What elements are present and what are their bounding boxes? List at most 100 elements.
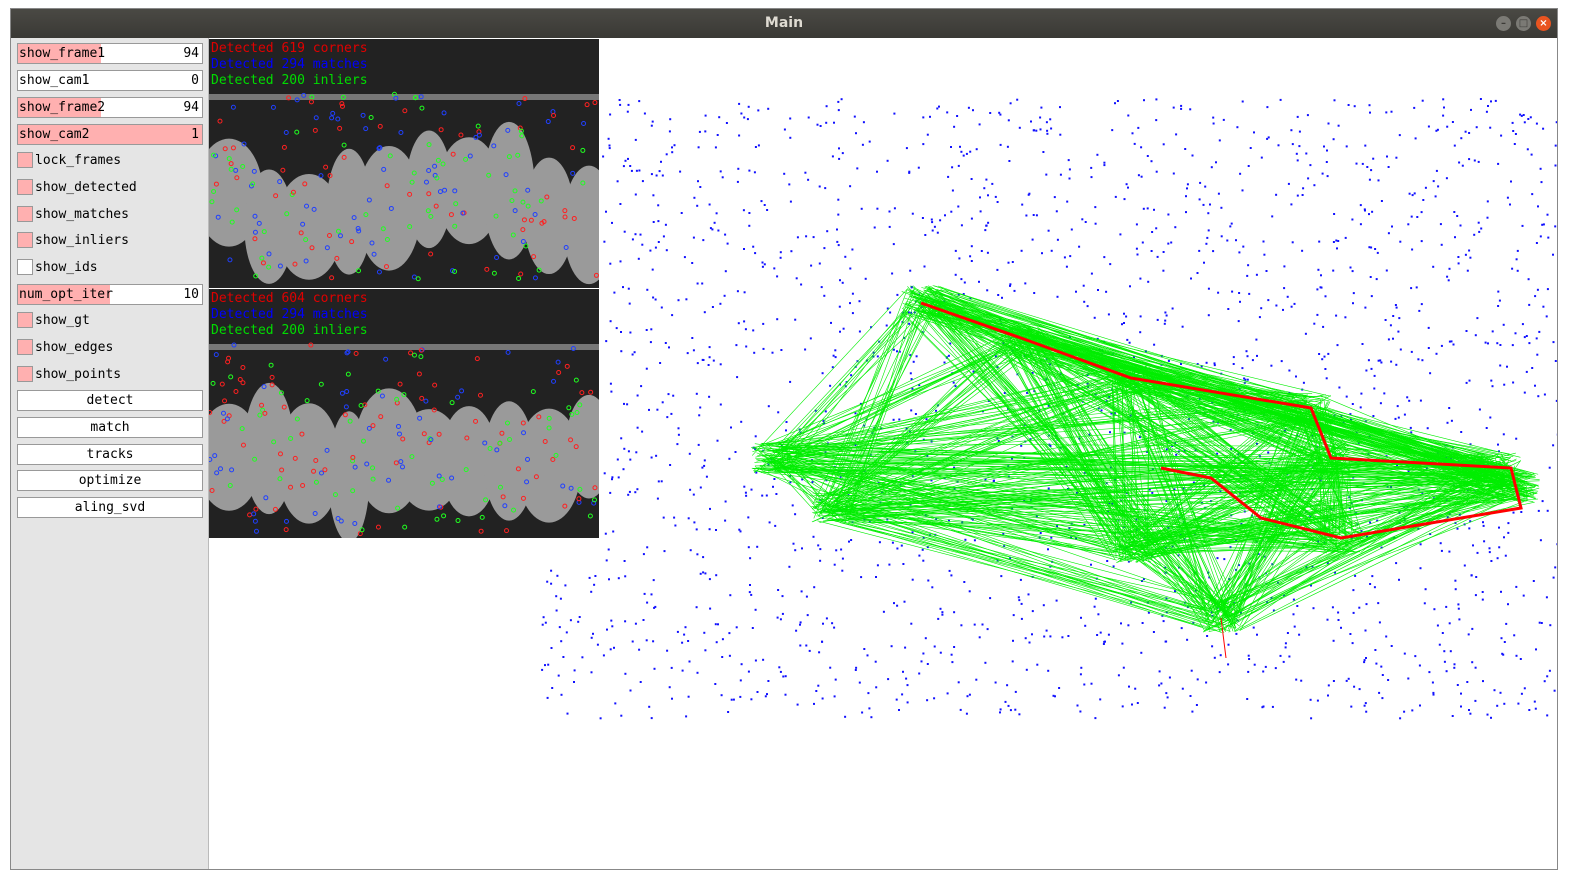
map-point [910, 622, 913, 625]
map-point [1279, 654, 1282, 657]
map-point [1212, 122, 1215, 125]
map-point [1335, 239, 1338, 242]
map-point [1123, 322, 1125, 324]
graph-edge [830, 326, 1014, 509]
map-point [1032, 214, 1035, 216]
map-point [1247, 264, 1250, 267]
match-button[interactable]: match [17, 417, 203, 438]
num-opt-iter-slider[interactable]: num_opt_iter 10 [17, 284, 203, 305]
map-point [1528, 709, 1531, 711]
map-point [1448, 340, 1451, 343]
show-matches-checkbox[interactable]: show_matches [17, 204, 203, 225]
show-points-checkbox[interactable]: show_points [17, 364, 203, 385]
map-point [697, 443, 700, 446]
optimize-button[interactable]: optimize [17, 470, 203, 491]
map-point [1548, 466, 1551, 469]
map-point [1162, 251, 1165, 253]
graph-edge [1336, 463, 1347, 548]
map-point [785, 429, 787, 432]
map-point [1323, 355, 1326, 358]
show-edges-checkbox[interactable]: show_edges [17, 337, 203, 358]
map-point [1477, 160, 1480, 163]
map-point [1046, 129, 1049, 132]
map-point [668, 130, 671, 133]
graph-edge [839, 522, 1220, 620]
map-point [1311, 565, 1314, 568]
map-point [578, 616, 581, 618]
graph-edge [1034, 347, 1113, 537]
map-point [1398, 578, 1400, 581]
map-point [1338, 386, 1341, 389]
map-point [1528, 342, 1531, 345]
graph-edge [1332, 446, 1488, 461]
map-point [1229, 225, 1232, 228]
map-point [778, 666, 781, 669]
map-point [1175, 453, 1178, 456]
map-point [1300, 679, 1303, 682]
map-point [1205, 242, 1208, 245]
map-point [879, 501, 882, 504]
show-cam2-slider[interactable]: show_cam2 1 [17, 124, 203, 145]
graph-edge [850, 506, 1135, 544]
tracks-button[interactable]: tracks [17, 444, 203, 465]
map-point [1286, 632, 1289, 634]
show-ids-checkbox[interactable]: show_ids [17, 257, 203, 278]
map-point [1301, 194, 1304, 196]
map-point [743, 320, 746, 323]
graph-edge [777, 306, 910, 446]
map-point [838, 147, 840, 150]
map-point [1449, 457, 1452, 460]
map-point [1123, 312, 1125, 315]
map-point [1514, 332, 1517, 335]
graph-edge [833, 381, 1113, 500]
map-point [1079, 710, 1082, 713]
map-point [1295, 678, 1298, 681]
map-point [1018, 713, 1021, 716]
graph-edge [818, 295, 927, 517]
map-point [921, 217, 924, 219]
graph-edge [782, 450, 1136, 534]
map-point [631, 238, 634, 241]
map-point [742, 209, 745, 212]
map-point [1131, 703, 1133, 706]
map-point [1478, 408, 1481, 411]
map-point [1361, 343, 1364, 345]
map-point [1283, 265, 1286, 268]
map-point [818, 262, 821, 265]
map-point [957, 293, 960, 296]
show-frame1-slider[interactable]: show_frame1 94 [17, 43, 203, 64]
map-point [1165, 692, 1168, 695]
3d-viewport[interactable] [11, 38, 1558, 870]
window-title: Main [764, 15, 804, 31]
map-point [1107, 510, 1109, 513]
map-point [627, 103, 630, 106]
detect-button[interactable]: detect [17, 390, 203, 411]
map-point [806, 614, 809, 617]
maximize-icon[interactable]: □ [1516, 16, 1531, 31]
close-icon[interactable]: × [1536, 16, 1551, 31]
show-cam1-slider[interactable]: show_cam1 0 [17, 70, 203, 91]
map-point [771, 351, 774, 354]
graph-edge [760, 394, 1309, 445]
map-point [1239, 475, 1242, 478]
minimize-icon[interactable]: – [1496, 16, 1511, 31]
map-point [615, 327, 618, 330]
map-point [1499, 364, 1502, 367]
map-point [1316, 288, 1319, 291]
show-gt-checkbox[interactable]: show_gt [17, 310, 203, 331]
map-point [986, 251, 989, 254]
show-frame2-slider[interactable]: show_frame2 94 [17, 97, 203, 118]
map-point [969, 150, 972, 153]
map-point [930, 479, 933, 482]
aling-svd-button[interactable]: aling_svd [17, 497, 203, 518]
show-inliers-checkbox[interactable]: show_inliers [17, 230, 203, 251]
show-detected-checkbox[interactable]: show_detected [17, 177, 203, 198]
map-point [1468, 709, 1470, 711]
map-point [909, 269, 912, 272]
graph-edge [1026, 331, 1132, 540]
map-point [1208, 576, 1211, 579]
lock-frames-checkbox[interactable]: lock_frames [17, 150, 203, 171]
map-point [1204, 185, 1207, 188]
map-point [1363, 659, 1366, 662]
graph-edge [1496, 481, 1506, 493]
